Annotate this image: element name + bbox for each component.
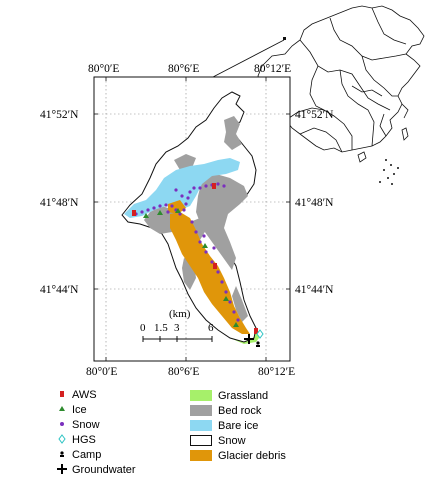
legend-label: Bed rock: [218, 405, 262, 417]
legend-item-camp: Camp: [60, 449, 101, 461]
left-tick-label: 41°44′N: [40, 284, 79, 296]
scale-label: 6: [208, 322, 214, 334]
legend-item-aws: AWS: [60, 389, 97, 401]
legend-label: Glacier debris: [218, 450, 286, 462]
legend-item-ice: Ice: [59, 404, 87, 416]
legend-label: Grassland: [218, 390, 268, 402]
legend-label: HGS: [72, 434, 96, 446]
scale-unit: (km): [169, 308, 191, 320]
legend-item-bare-ice: Bare ice: [190, 420, 258, 432]
china-inset-map: [257, 5, 425, 185]
legend-item-hgs: HGS: [58, 434, 96, 446]
legend-item-bed-rock: Bed rock: [190, 405, 262, 417]
triangle-icon: [59, 406, 65, 411]
legend-label: Ice: [72, 404, 87, 416]
scale-label: 3: [174, 322, 180, 334]
grassland-swatch: [190, 390, 212, 401]
top-tick-label: 80°0′E: [88, 63, 119, 75]
dot-icon: [60, 422, 64, 426]
right-tick-label: 41°52′N: [295, 109, 334, 121]
legend-item-groundwater: Groundwater: [57, 464, 136, 476]
left-tick-label: 41°48′N: [40, 197, 79, 209]
legend-label: Groundwater: [72, 464, 136, 476]
bare-ice-areas: [124, 158, 240, 218]
legend-label: Snow: [72, 419, 100, 431]
groundwater-site: [244, 334, 254, 344]
bed-rock-swatch: [190, 405, 212, 416]
legend-item-glacier-debris: Glacier debris: [190, 450, 286, 462]
aws-stations: [132, 183, 258, 334]
ice-observation-points: [143, 208, 239, 327]
left-tick-label: 41°52′N: [40, 109, 79, 121]
bottom-tick-label: 80°6′E: [168, 366, 199, 378]
top-tick-labels: 80°0′E 80°6′E 80°12′E: [88, 63, 291, 75]
diamond-icon: [58, 434, 66, 444]
scale-label: 0: [140, 322, 146, 334]
cross-icon: [57, 464, 67, 474]
legend-label: Snow: [218, 435, 246, 447]
legend-label: Bare ice: [218, 420, 258, 432]
hgs-station: [256, 329, 264, 339]
legend-label: Camp: [72, 449, 101, 461]
scale-bar: (km) 0 1.5 3 6: [140, 308, 214, 342]
legend-label: AWS: [72, 389, 97, 401]
bare-ice-swatch: [190, 420, 212, 431]
camp-icon: [60, 451, 64, 457]
glacier-debris-swatch: [190, 450, 212, 461]
bottom-tick-labels: 80°0′E 80°6′E 80°12′E: [86, 366, 295, 378]
bottom-tick-label: 80°12′E: [258, 366, 295, 378]
scale-label: 1.5: [154, 322, 168, 334]
bottom-tick-label: 80°0′E: [86, 366, 117, 378]
legend-item-snow-area: Snow: [190, 435, 246, 447]
study-area-locator: [283, 37, 286, 40]
legend: AWS Ice Snow HGS Camp Groundwater: [57, 389, 286, 476]
camp-site: [256, 341, 260, 347]
aws-icon: [60, 391, 64, 397]
map-gridlines: [94, 77, 290, 361]
top-tick-label: 80°6′E: [168, 63, 199, 75]
legend-item-snow: Snow: [60, 419, 100, 431]
right-tick-label: 41°48′N: [295, 197, 334, 209]
inset-pointer-line: [212, 39, 285, 78]
top-tick-label: 80°12′E: [254, 63, 291, 75]
left-tick-labels: 41°52′N 41°48′N 41°44′N: [40, 109, 79, 296]
right-tick-labels: 41°52′N 41°48′N 41°44′N: [295, 109, 334, 296]
snow-swatch: [190, 435, 212, 446]
legend-item-grassland: Grassland: [190, 390, 268, 402]
right-tick-label: 41°44′N: [295, 284, 334, 296]
